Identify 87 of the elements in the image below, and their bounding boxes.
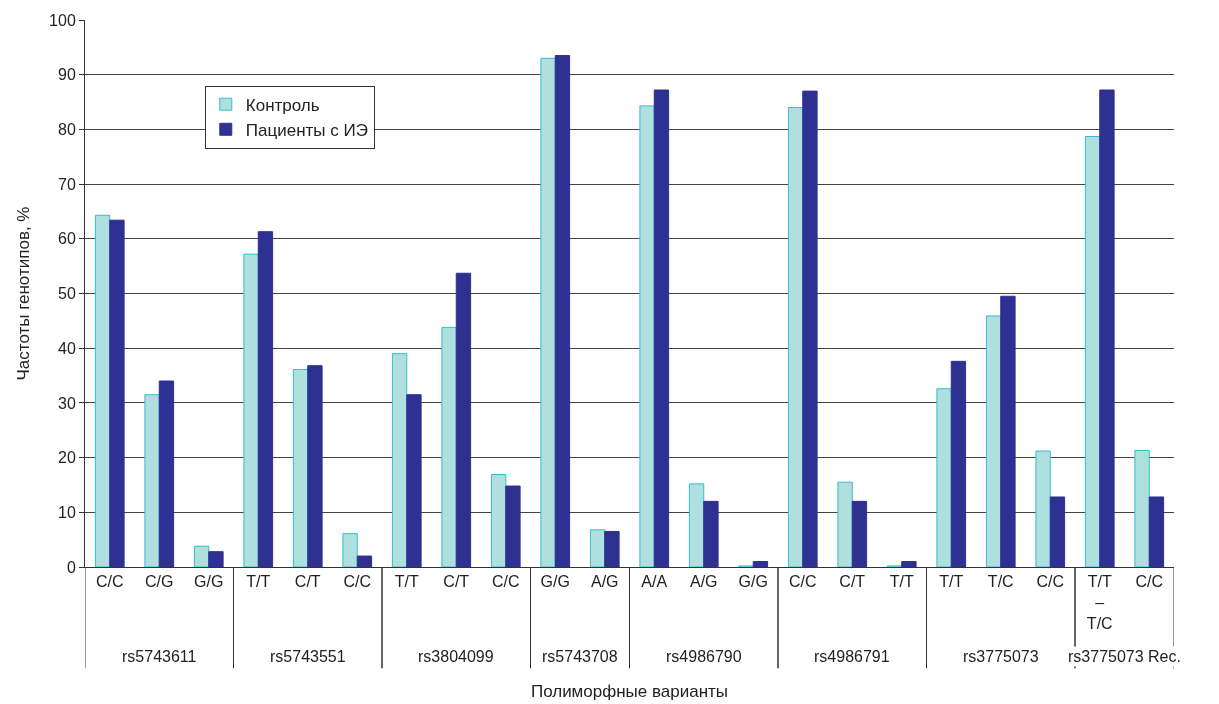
bar: [109, 219, 125, 567]
y-tick-label: 20: [58, 449, 76, 467]
bar: [292, 369, 309, 567]
bar: [406, 394, 422, 567]
x-tick-label: G/G: [540, 573, 570, 591]
bar: [985, 315, 1002, 567]
x-axis-title: Полиморфные варианты: [530, 682, 729, 702]
bar: [653, 89, 670, 567]
bar: [1134, 449, 1150, 567]
bar: [257, 231, 274, 567]
y-tick-label: 50: [58, 285, 76, 303]
text: rs3775073 Rec.: [1068, 648, 1181, 665]
bar: [342, 533, 358, 567]
bar: [441, 326, 457, 567]
x-tick-label: C/C: [1036, 573, 1065, 591]
y-tick-label: 40: [58, 339, 76, 357]
bar: [144, 394, 160, 567]
text: rs3775073: [963, 648, 1039, 665]
bar: [604, 530, 620, 567]
bar: [1000, 295, 1016, 567]
x-tick-label: C/C: [788, 573, 817, 591]
bar: [802, 90, 818, 567]
bar: [505, 485, 521, 567]
legend-label: Контроль: [245, 95, 320, 115]
x-tick-label: C/C: [343, 573, 372, 591]
x-tick-label: G/G: [194, 573, 224, 591]
y-tick-label: 80: [58, 121, 76, 138]
y-tick-label: 0: [66, 558, 76, 576]
text: rs5743551: [270, 648, 346, 665]
text: rs5743611: [122, 648, 197, 665]
text: rs5743708: [542, 648, 618, 665]
text: rs4986791: [814, 648, 890, 665]
x-tick-label: T/T: [939, 573, 964, 591]
x-tick-label: T/T: [394, 573, 419, 591]
bar: [208, 551, 224, 567]
x-tick-label: G/G: [738, 573, 768, 591]
bar: [455, 272, 472, 567]
bar: [1049, 496, 1066, 567]
x-tick-label: T/C: [987, 573, 1014, 591]
x-tick-label: T/T: [246, 573, 271, 591]
bar: [589, 529, 606, 567]
bar: [490, 474, 507, 567]
bar: [243, 253, 259, 567]
x-tick-label: C/C: [1135, 573, 1164, 591]
x-tick-label: C/T: [443, 573, 470, 591]
bar: [307, 365, 323, 567]
x-tick-label: C/T: [294, 573, 321, 591]
y-tick-label: 90: [58, 66, 76, 84]
x-tick-label: A/G: [689, 573, 718, 591]
y-tick-label: 100: [49, 11, 76, 29]
bar: [554, 55, 571, 567]
x-tick-label: C/C: [95, 573, 124, 591]
bar: [1035, 450, 1051, 567]
bar: [639, 105, 655, 567]
bar: [950, 360, 967, 567]
bar: [936, 388, 952, 567]
bar: [1084, 136, 1101, 567]
x-tick-label: T/T: [889, 573, 914, 591]
bar: [851, 500, 868, 567]
x-tick-label: T/T – T/C: [1086, 573, 1113, 632]
bar: [752, 561, 769, 567]
y-tick-label: 60: [58, 230, 76, 248]
bar: [703, 500, 719, 567]
bar: [688, 483, 705, 567]
bar: [193, 545, 210, 567]
y-tick-label: 30: [58, 394, 76, 412]
bar: [540, 57, 556, 567]
x-tick-label: A/G: [590, 573, 619, 591]
text: rs4986790: [666, 648, 742, 665]
y-axis-title: Частоты генотипов, %: [13, 206, 33, 381]
x-tick-label: C/C: [491, 573, 520, 591]
x-tick-label: C/T: [839, 573, 866, 591]
y-tick-label: 10: [58, 503, 76, 521]
bar: [158, 380, 175, 567]
bar: [837, 481, 853, 567]
text: rs3804099: [418, 648, 494, 665]
bar: [391, 353, 408, 567]
x-tick-label: C/G: [145, 573, 174, 591]
bar: [787, 107, 804, 567]
legend-label: Пациенты с ИЭ: [245, 120, 368, 140]
bar: [94, 214, 111, 567]
x-tick-label: A/A: [641, 573, 668, 591]
bar: [1099, 89, 1115, 567]
bar: [901, 561, 917, 567]
y-tick-label: 70: [58, 175, 76, 193]
bar: [356, 555, 373, 567]
bar: [1148, 496, 1165, 567]
